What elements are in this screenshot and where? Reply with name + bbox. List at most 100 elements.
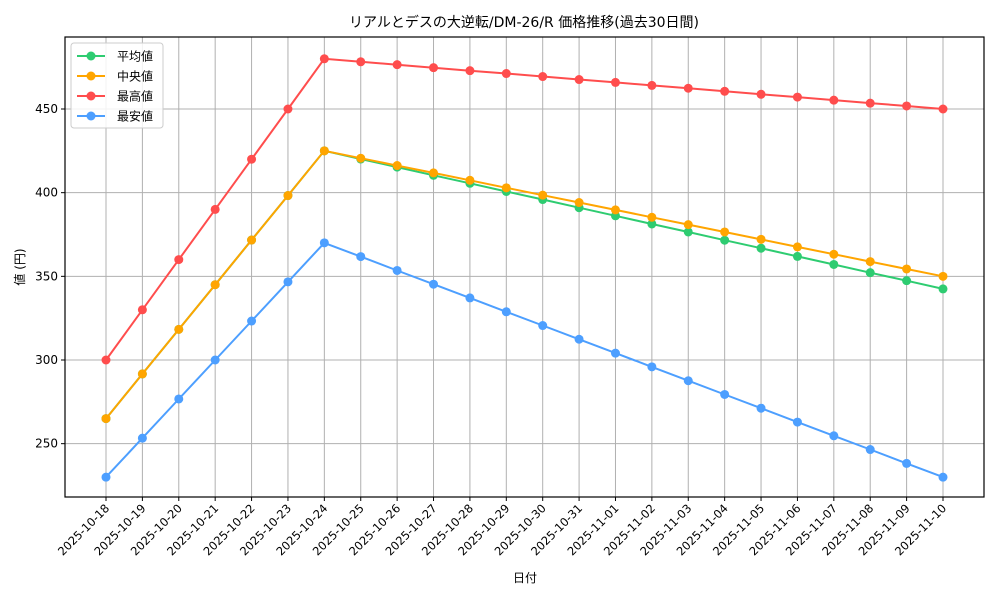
data-point [356,252,366,262]
data-point [465,175,475,185]
series-2 [101,54,948,365]
data-point [792,92,802,102]
data-point [938,271,948,281]
legend-box [70,42,164,129]
data-point [938,472,948,482]
series-3 [101,238,948,482]
legend-marker-icon [86,71,96,81]
data-point [101,414,111,424]
data-point [137,305,147,315]
data-point [938,104,948,114]
y-axis-label: 値 (円) [12,248,27,285]
data-point [865,445,875,455]
y-tick-label: 300 [35,353,58,367]
y-tick-label: 400 [35,186,58,200]
data-point [210,204,220,214]
legend-item: 中央値 [77,69,153,84]
data-point [501,69,511,79]
data-point [392,161,402,171]
data-point [829,95,839,105]
data-point [538,72,548,82]
plot-frame [64,36,985,498]
data-point [865,257,875,267]
data-point [319,238,329,248]
data-point [610,205,620,215]
data-point [647,362,657,372]
data-point [392,265,402,275]
data-point [247,154,257,164]
data-point [574,334,584,344]
series-1 [101,146,948,424]
legend-label: 平均値 [117,49,153,64]
data-point [647,80,657,90]
series-lines [101,54,948,482]
data-point [792,417,802,427]
data-point [902,264,912,274]
data-point [647,212,657,222]
x-axis-ticks: 2025-10-182025-10-192025-10-202025-10-21… [55,497,949,558]
data-point [902,458,912,468]
data-point [574,198,584,208]
data-point [283,277,293,287]
data-point [319,54,329,64]
data-point [174,394,184,404]
series-line [105,241,944,479]
data-point [865,268,875,278]
data-point [538,321,548,331]
legend-label: 最高値 [117,89,153,104]
data-point [247,316,257,326]
data-point [720,235,730,245]
chart-title: リアルとデスの大逆転/DM-26/R 価格推移(過去30日間) [349,14,699,31]
data-point [610,77,620,87]
data-point [756,89,766,99]
y-tick-label: 350 [35,269,58,283]
data-point [683,220,693,230]
data-point [792,251,802,261]
data-point [283,191,293,201]
data-point [392,60,402,70]
data-point [319,146,329,156]
data-point [756,243,766,253]
data-point [137,369,147,379]
series-0 [101,146,948,424]
legend-marker-icon [86,91,96,101]
data-point [429,63,439,73]
data-point [792,242,802,252]
data-point [210,280,220,290]
data-point [174,255,184,265]
data-point [210,355,220,365]
data-point [683,227,693,237]
legend-label: 最安値 [117,109,153,124]
data-point [829,259,839,269]
y-tick-label: 450 [35,102,58,116]
data-point [429,168,439,178]
data-point [501,183,511,193]
legend-label: 中央値 [117,69,153,84]
series-line [105,149,944,420]
data-point [137,433,147,443]
legend-item: 最安値 [77,109,153,124]
data-point [465,293,475,303]
data-point [356,57,366,67]
legend-item: 平均値 [77,49,153,64]
data-point [720,86,730,96]
data-point [829,431,839,441]
data-point [574,75,584,85]
y-axis-ticks: 250 300 350 400 450 [35,102,65,451]
data-point [610,348,620,358]
legend-marker-icon [86,111,96,121]
data-point [429,279,439,289]
data-point [101,355,111,365]
data-point [356,153,366,163]
legend-marker-icon [86,51,96,61]
data-point [902,101,912,111]
data-point [829,249,839,259]
legend-item: 最高値 [77,89,153,104]
data-point [756,234,766,244]
data-point [720,389,730,399]
data-point [647,219,657,229]
data-point [720,227,730,237]
